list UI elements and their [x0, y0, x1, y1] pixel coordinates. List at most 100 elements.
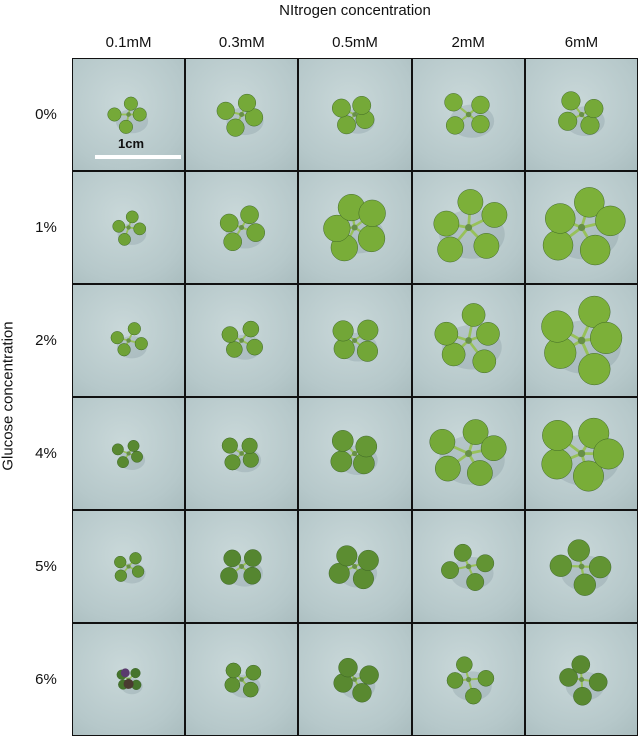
- seedling-leaf: [323, 214, 351, 242]
- seedling-leaf: [557, 111, 577, 131]
- seedling-leaf: [584, 99, 604, 119]
- seedling-leaf: [133, 222, 147, 236]
- seedling-leaf: [240, 205, 260, 225]
- seedling-leaf: [567, 539, 590, 562]
- seedling-cell: [73, 511, 185, 622]
- seedling-photo: [332, 96, 376, 135]
- seedling-leaf: [245, 108, 264, 127]
- seedling-center: [352, 112, 358, 117]
- seedling-center: [578, 111, 584, 118]
- seedling-photo: [116, 668, 143, 695]
- seedling-leaf: [129, 552, 142, 565]
- seedling-leaf: [573, 573, 596, 596]
- seedling-leaf: [224, 677, 241, 693]
- seedling-cell: [412, 398, 524, 509]
- seedling-center: [126, 112, 131, 117]
- row-header: 1%: [35, 219, 57, 236]
- seedling-leaf: [549, 554, 572, 577]
- seedling-photo: [221, 320, 264, 360]
- seedling-photo-grid: [72, 58, 638, 736]
- seedling-leaf: [223, 549, 242, 568]
- seedling-photo: [107, 96, 149, 134]
- seedling-photo: [112, 210, 147, 246]
- seedling-cell: [299, 624, 411, 735]
- seedling-leaf: [464, 687, 482, 705]
- seedling-leaf: [131, 450, 143, 463]
- seedling-leaf: [244, 549, 262, 567]
- seedling-leaf: [472, 349, 496, 374]
- seedling-center: [578, 676, 584, 683]
- seedling-leaf: [461, 303, 485, 327]
- seedling-cell: [73, 624, 185, 735]
- seedling-leaf: [434, 321, 458, 346]
- seedling-leaf: [118, 233, 131, 246]
- seedling-leaf: [242, 451, 260, 468]
- seedling-photo: [114, 552, 146, 584]
- seedling-leaf: [111, 443, 124, 456]
- column-headers: 0.1mM 0.3mM 0.5mM 2mM 6mM: [72, 30, 638, 56]
- seedling-leaf: [446, 672, 463, 689]
- seedling-leaf: [457, 189, 483, 215]
- seedling-photo: [216, 93, 264, 137]
- seedling-photo: [541, 295, 622, 386]
- column-header: 0.5mM: [332, 34, 378, 51]
- seedling-center: [239, 224, 245, 231]
- seedling-leaf: [440, 561, 459, 579]
- seedling-leaf: [134, 337, 148, 351]
- seedling-leaf: [330, 450, 353, 473]
- seedling-leaf: [222, 437, 239, 454]
- seedling-center: [464, 449, 472, 458]
- seedling-center: [239, 451, 245, 456]
- seedling-leaf: [114, 555, 127, 569]
- seedling-photo: [110, 322, 148, 359]
- seedling-leaf: [429, 429, 455, 455]
- seedling-center: [126, 338, 131, 343]
- seedling-leaf: [359, 199, 387, 227]
- seedling-leaf: [238, 93, 257, 112]
- seedling-center: [126, 564, 131, 569]
- seedling-leaf: [572, 460, 604, 492]
- seedling-leaf: [466, 460, 493, 486]
- seedling-cell: [73, 285, 185, 396]
- seedling-leaf: [580, 115, 600, 135]
- seedling-leaf: [225, 662, 242, 679]
- seedling-photo: [111, 440, 146, 471]
- seedling-cell: [186, 511, 298, 622]
- seedling-leaf: [359, 665, 380, 685]
- seedling-leaf: [118, 119, 133, 134]
- seedling-leaf: [355, 435, 378, 458]
- seedling-leaf: [434, 455, 461, 482]
- seedling-leaf: [352, 683, 373, 703]
- seedling-leaf: [226, 341, 243, 358]
- seedling-photo: [557, 91, 605, 136]
- column-header: 0.3mM: [218, 34, 265, 51]
- row-header: 2%: [35, 332, 57, 349]
- seedling-leaf: [572, 687, 592, 706]
- seedling-leaf: [470, 115, 490, 134]
- seedling-photo: [542, 187, 626, 266]
- seedling-photo: [443, 93, 494, 138]
- seedling-leaf: [220, 213, 239, 233]
- seedling-leaf: [358, 549, 380, 571]
- seedling-leaf: [242, 320, 260, 338]
- seedling-leaf: [337, 115, 357, 135]
- seedling-leaf: [329, 562, 351, 584]
- seedling-cell: [299, 398, 411, 509]
- seedling-center: [351, 224, 359, 231]
- seedling-cell: [186, 285, 298, 396]
- seedling-leaf: [127, 440, 140, 452]
- column-header: 2mM: [451, 34, 485, 51]
- seedling-cell: [412, 59, 524, 170]
- seedling-center: [239, 338, 245, 343]
- seedling-center: [465, 563, 471, 570]
- seedling-leaf: [542, 230, 574, 261]
- seedling-center: [239, 564, 245, 569]
- seedling-leaf: [332, 320, 354, 342]
- seedling-cell: [525, 624, 637, 735]
- seedling-leaf: [443, 93, 463, 112]
- seedling-leaf: [338, 657, 359, 678]
- seedling-center: [352, 677, 358, 682]
- seedling-leaf: [480, 435, 507, 462]
- seedling-cell: [73, 59, 185, 170]
- seedling-leaf: [445, 116, 464, 135]
